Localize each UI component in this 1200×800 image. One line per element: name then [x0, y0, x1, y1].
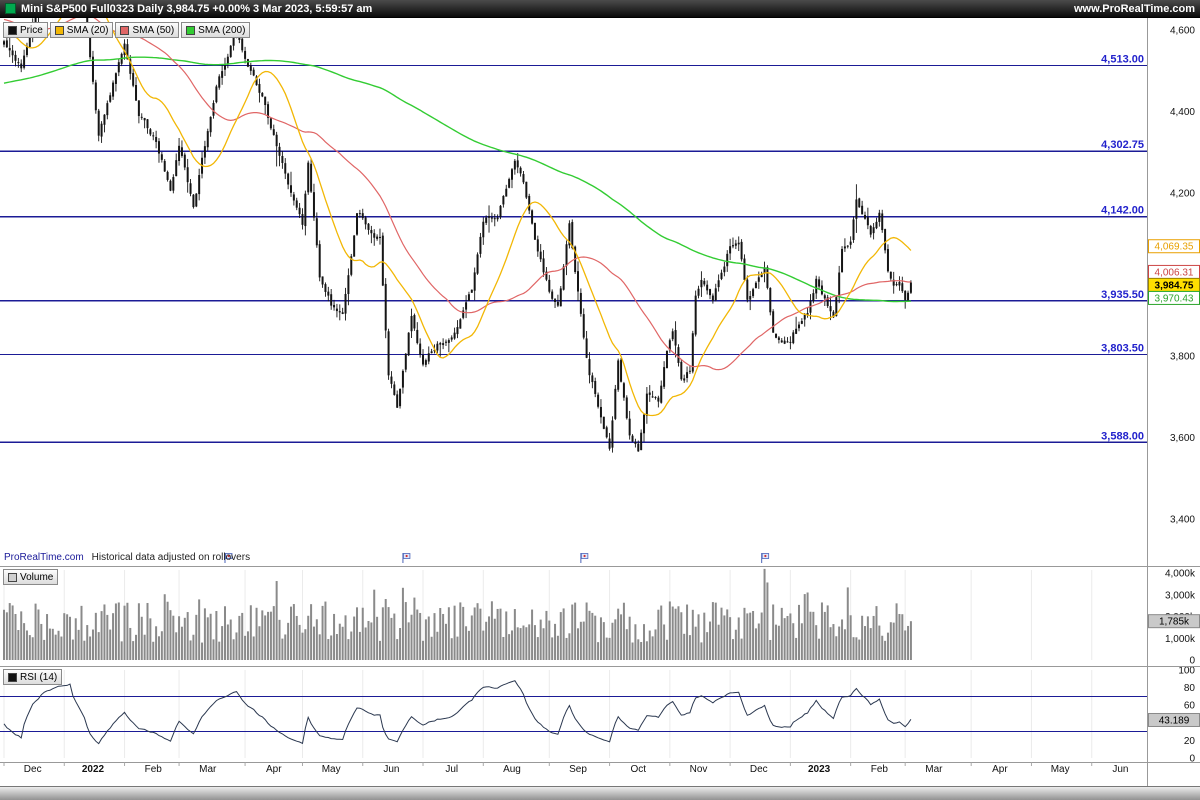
- sma200-price-badge-label: 3,970.43: [1155, 293, 1194, 304]
- legend-sma200[interactable]: SMA (200): [181, 22, 251, 38]
- axis-month-4: Apr: [265, 764, 282, 775]
- title-bar: Mini S&P500 Full0323 Daily 3,984.75 +0.0…: [0, 0, 1200, 18]
- legend-sma50[interactable]: SMA (50): [115, 22, 180, 38]
- rsi-axis-tick: 60: [1184, 701, 1196, 712]
- rsi-axis-tick: 20: [1184, 736, 1196, 747]
- legend-volume[interactable]: Volume: [3, 569, 59, 585]
- sma20-line[interactable]: [3, 0, 912, 417]
- price-axis-tick: 3,800: [1170, 351, 1195, 362]
- volume-axis-tick: 1,000k: [1165, 634, 1196, 645]
- axis-month-5: May: [321, 764, 341, 775]
- legend-label: Volume: [20, 571, 54, 583]
- price-panel-legend: Price SMA (20) SMA (50) SMA (200): [3, 22, 251, 38]
- axis-month-6: Jun: [383, 764, 400, 775]
- price-level-label: 3,588.00: [1101, 430, 1144, 442]
- rollover-flag-icon[interactable]: [224, 553, 233, 563]
- legend-label: SMA (20): [66, 24, 109, 36]
- axis-month-14: Feb: [870, 764, 888, 775]
- volume-panel[interactable]: [3, 568, 1093, 660]
- price-level-label: 4,302.75: [1101, 139, 1144, 151]
- volume-axis-tick: 3,000k: [1165, 590, 1196, 601]
- legend-label: Price: [20, 24, 43, 36]
- price-panel[interactable]: 4,513.00 4,302.75 4,142.00 3,935.50 3,803.50…: [0, 0, 1148, 453]
- prorealtime-site-link[interactable]: www.ProRealTime.com: [1073, 2, 1195, 15]
- legend-label: SMA (200): [198, 24, 246, 36]
- volume-axis-tick: 0: [1189, 656, 1195, 667]
- volume-panel-legend: Volume: [3, 569, 59, 585]
- axis-month-13: 2023: [807, 764, 831, 775]
- legend-label: SMA (50): [132, 24, 175, 36]
- time-axis[interactable]: Dec 2022 Feb Mar Apr May Jun Jul Aug Sep Oct Nov Dec…: [0, 764, 1148, 780]
- sma50-line[interactable]: [3, 15, 911, 371]
- legend-label: RSI (14): [20, 671, 58, 683]
- sma200-swatch-icon: [186, 25, 196, 35]
- sma50-price-badge-label: 4,006.31: [1155, 267, 1194, 278]
- axis-month-15: Mar: [925, 764, 943, 775]
- bottom-scroll-strip[interactable]: [0, 786, 1200, 800]
- legend-rsi[interactable]: RSI (14): [3, 669, 63, 685]
- axis-month-0: Dec: [23, 764, 42, 775]
- rsi-axis-tick: 100: [1178, 666, 1195, 677]
- axis-month-18: Jun: [1112, 764, 1129, 775]
- price-scale-column[interactable]: [1148, 18, 1200, 786]
- rsi-panel-legend: RSI (14): [3, 669, 63, 685]
- price-axis-tick: 4,400: [1170, 107, 1195, 118]
- volume-value-badge-label: 1,785k: [1159, 617, 1190, 628]
- sma20-price-badge-label: 4,069.35: [1155, 242, 1194, 253]
- price-axis-tick: 4,600: [1170, 26, 1195, 37]
- price-swatch-icon: [8, 25, 17, 35]
- rollover-note: Historical data adjusted on rollovers: [91, 552, 251, 563]
- rollover-flag-icon[interactable]: [761, 553, 770, 563]
- axis-month-1: 2022: [81, 764, 105, 775]
- axis-month-9: Sep: [569, 764, 587, 775]
- price-level-label: 4,513.00: [1101, 53, 1144, 65]
- sma50-swatch-icon: [120, 25, 130, 35]
- price-axis-tick: 3,600: [1170, 433, 1195, 444]
- axis-month-10: Oct: [630, 764, 647, 775]
- axis-month-7: Jul: [445, 764, 459, 775]
- axis-month-16: Apr: [992, 764, 1008, 775]
- chart-footnote: ProRealTime.com Historical data adjusted…: [4, 552, 250, 563]
- axis-month-8: Aug: [503, 764, 521, 775]
- rsi-value-badge-label: 43.189: [1159, 715, 1190, 726]
- axis-month-3: Mar: [199, 764, 217, 775]
- rsi-line[interactable]: [3, 680, 912, 745]
- chart-title: Mini S&P500 Full0323 Daily 3,984.75 +0.0…: [21, 2, 373, 15]
- rollover-flag-icon[interactable]: [580, 553, 589, 563]
- price-axis-tick: 3,400: [1170, 514, 1195, 525]
- candlestick-series[interactable]: [3, 0, 912, 453]
- legend-sma20[interactable]: SMA (20): [49, 22, 114, 38]
- price-level-label: 3,803.50: [1101, 343, 1144, 355]
- volume-swatch-icon: [8, 572, 17, 582]
- volume-bars[interactable]: [3, 568, 912, 660]
- rsi-axis-tick: 0: [1189, 754, 1195, 765]
- last-price-badge-label: 3,984.75: [1155, 280, 1194, 291]
- sma20-swatch-icon: [54, 25, 64, 35]
- legend-price[interactable]: Price: [3, 22, 48, 38]
- axis-month-17: May: [1050, 764, 1070, 775]
- prorealtime-logo-icon: [5, 3, 16, 14]
- rsi-panel[interactable]: [0, 670, 1148, 758]
- price-axis-tick: 4,200: [1170, 188, 1195, 199]
- axis-month-11: Nov: [689, 764, 708, 775]
- price-level-label: 4,142.00: [1101, 205, 1144, 217]
- axis-month-2: Feb: [144, 764, 162, 775]
- price-level-label: 3,935.50: [1101, 289, 1144, 301]
- prorealtime-watermark[interactable]: ProRealTime.com: [4, 552, 84, 563]
- rollover-flag-icon[interactable]: [402, 553, 411, 563]
- sma200-line[interactable]: [3, 56, 911, 303]
- axis-month-12: Dec: [749, 764, 768, 775]
- volume-axis-tick: 4,000k: [1165, 569, 1196, 580]
- rsi-swatch-icon: [8, 672, 17, 682]
- rsi-axis-tick: 80: [1184, 683, 1196, 694]
